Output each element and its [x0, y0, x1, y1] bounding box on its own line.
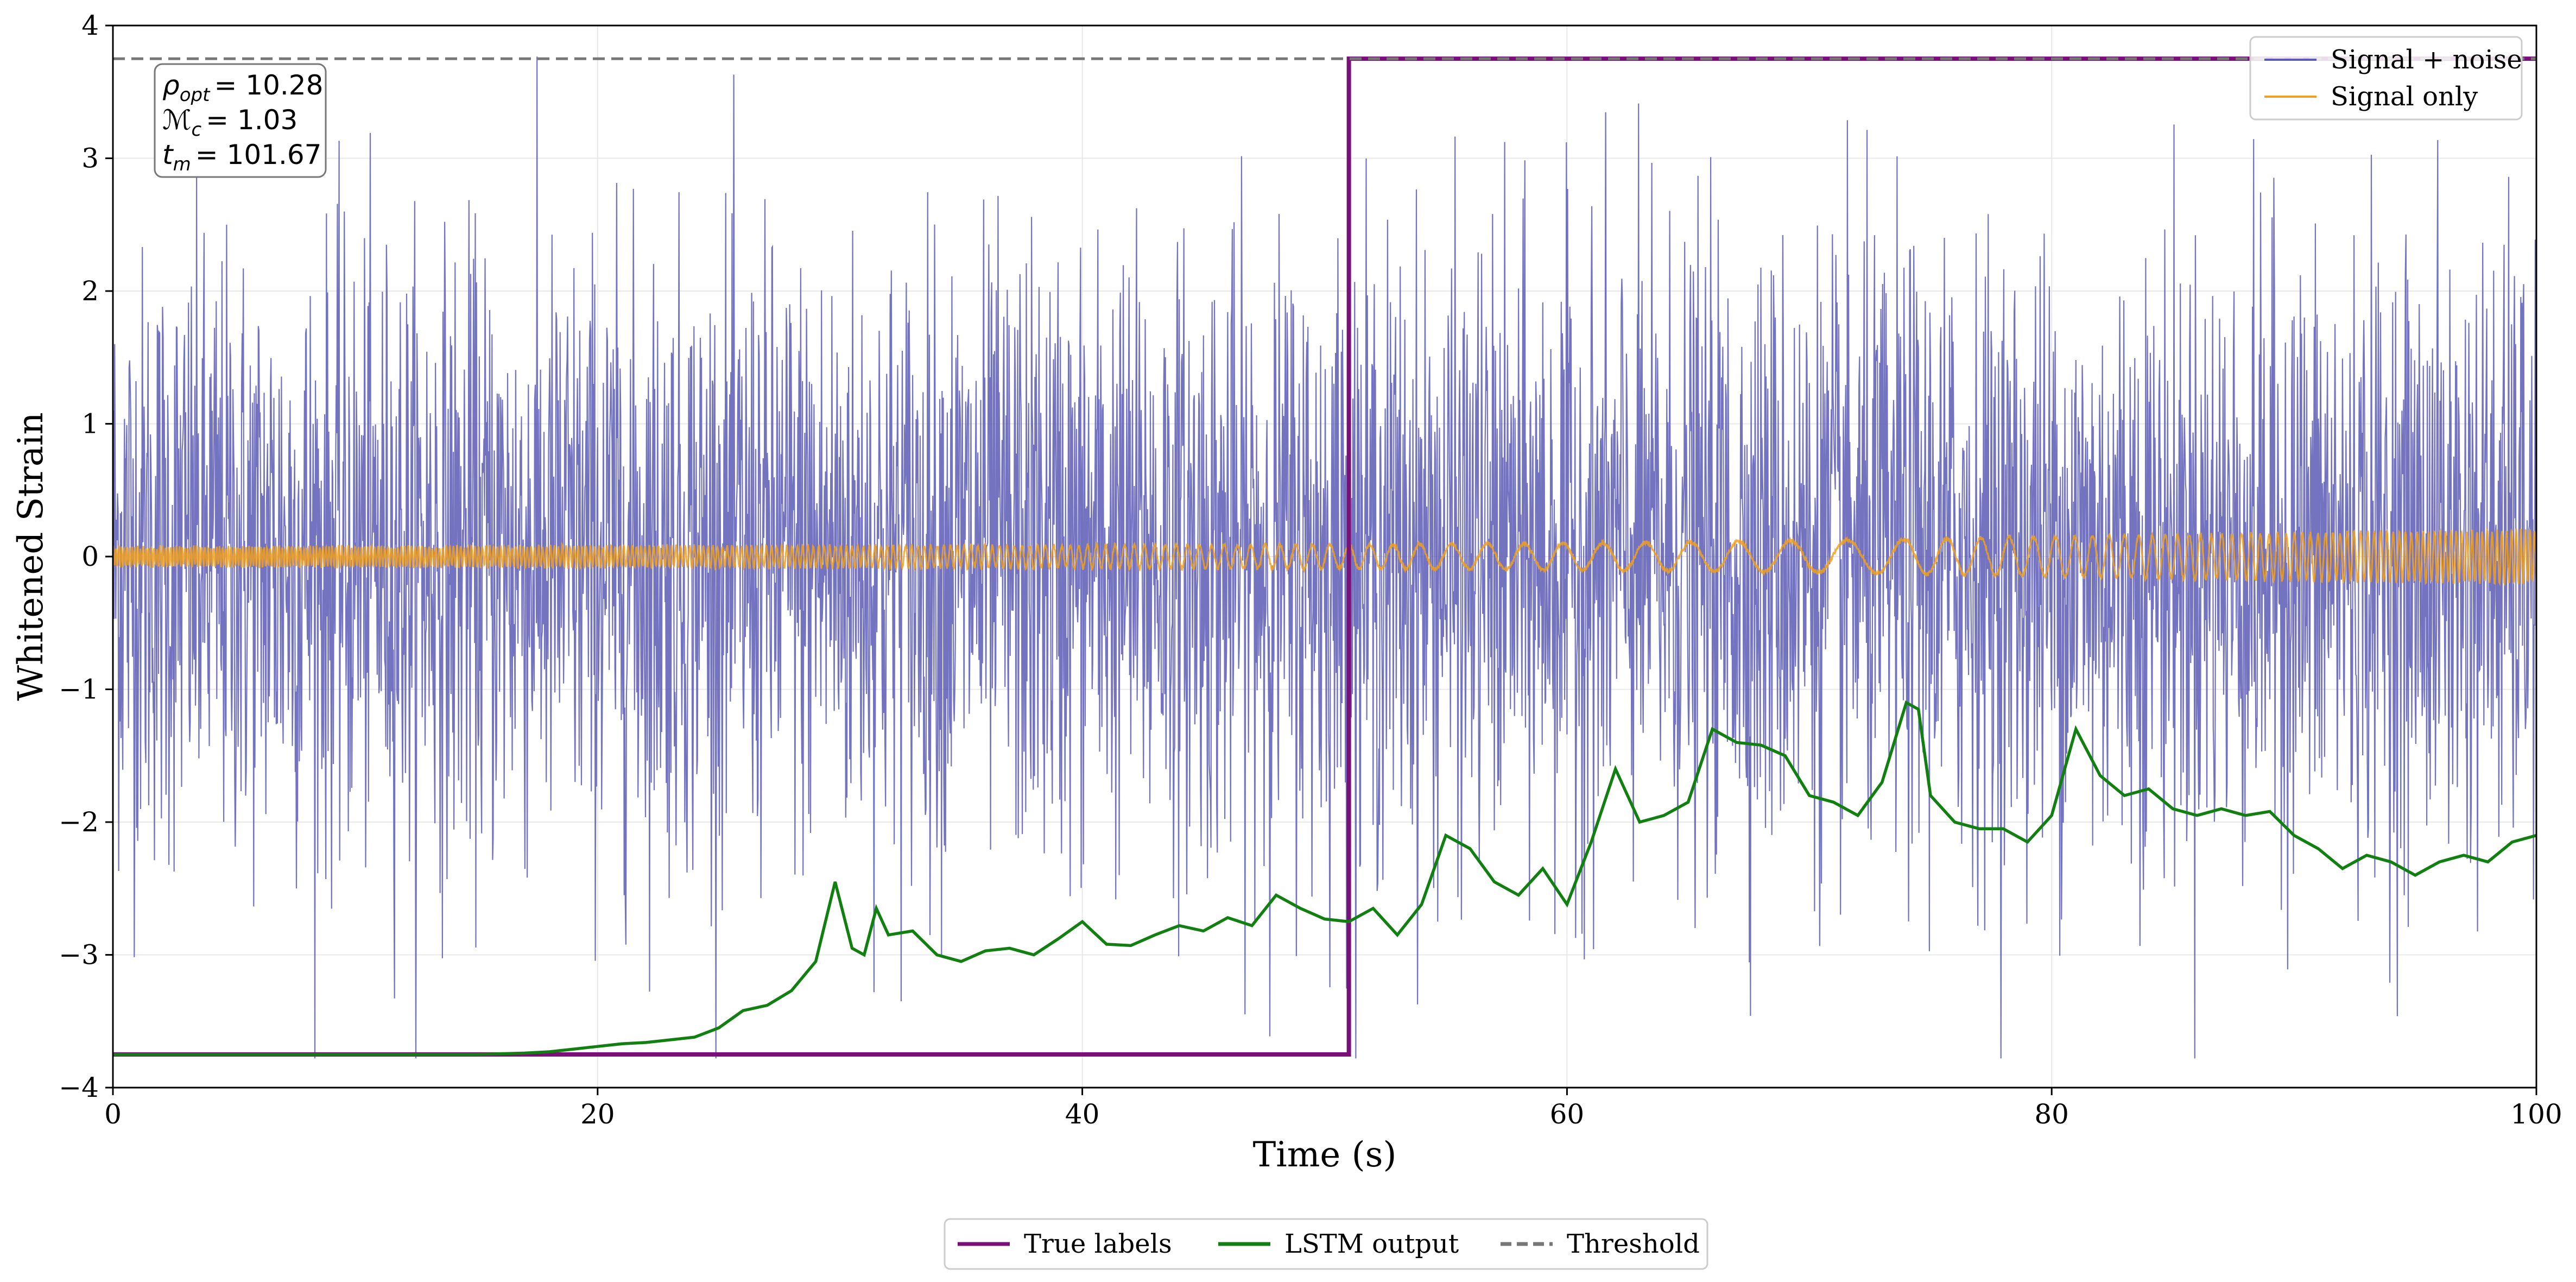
legend-lower-label: True labels [1024, 1229, 1172, 1259]
legend-upper-label: Signal only [2331, 81, 2478, 112]
annotation-subscript: opt [180, 84, 211, 106]
annotation-frame [154, 63, 327, 178]
annotation-line: ℳc = 1.03 [162, 104, 298, 141]
series-signal-only [113, 527, 2536, 586]
legend-upper: Signal + noise Signal only [2249, 36, 2523, 121]
x-tick-label: 0 [104, 1098, 122, 1130]
y-tick-label: 2 [81, 275, 99, 307]
annotation-symbol: ℳ [162, 104, 191, 136]
y-axis-label: Whitened Strain [11, 412, 51, 700]
x-tick-label: 40 [1065, 1098, 1100, 1130]
legend-lower-frame [944, 1218, 1708, 1270]
y-tick-label: 1 [81, 408, 99, 440]
x-tick-label: 60 [1550, 1098, 1585, 1130]
plot-area [113, 56, 2536, 1059]
series-signal-noise [113, 56, 2536, 1059]
y-axis-ticks: −4 −3 −2 −1 0 1 2 3 4 [59, 10, 113, 1103]
y-tick-label: 4 [81, 10, 99, 41]
y-tick-label: −3 [59, 939, 99, 971]
legend-upper-frame [2249, 36, 2523, 121]
x-tick-label: 20 [580, 1098, 615, 1130]
y-tick-label: 3 [81, 143, 99, 174]
annotation-subscript: m [173, 154, 191, 175]
annotation-line: ρopt = 10.28 [162, 70, 323, 106]
annotation-line: tm = 101.67 [162, 139, 321, 175]
legend-lower: True labels LSTM output Threshold [944, 1218, 1708, 1270]
y-tick-label: −2 [59, 806, 99, 838]
annotation-value: = 1.03 [206, 104, 298, 136]
annotation-value: = 101.67 [195, 139, 322, 170]
x-tick-label: 80 [2034, 1098, 2069, 1130]
annotation-symbol: ρ [162, 70, 180, 101]
series-lstm-output [113, 700, 2536, 1056]
legend-upper-label: Signal + noise [2331, 45, 2522, 75]
y-tick-label: −1 [59, 674, 99, 705]
x-tick-label: 100 [2510, 1098, 2562, 1130]
y-tick-label: −4 [59, 1072, 99, 1103]
x-axis-ticks: 0 20 40 60 80 100 [104, 1088, 2562, 1130]
x-axis-label: Time (s) [1253, 1135, 1397, 1175]
annotation-subscript: c [191, 119, 201, 141]
y-tick-label: 0 [81, 541, 99, 572]
annotation-symbol: t [162, 139, 174, 170]
legend-lower-label: LSTM output [1284, 1229, 1459, 1259]
legend-lower-label: Threshold [1567, 1229, 1700, 1259]
annotation-value: = 10.28 [214, 70, 323, 101]
